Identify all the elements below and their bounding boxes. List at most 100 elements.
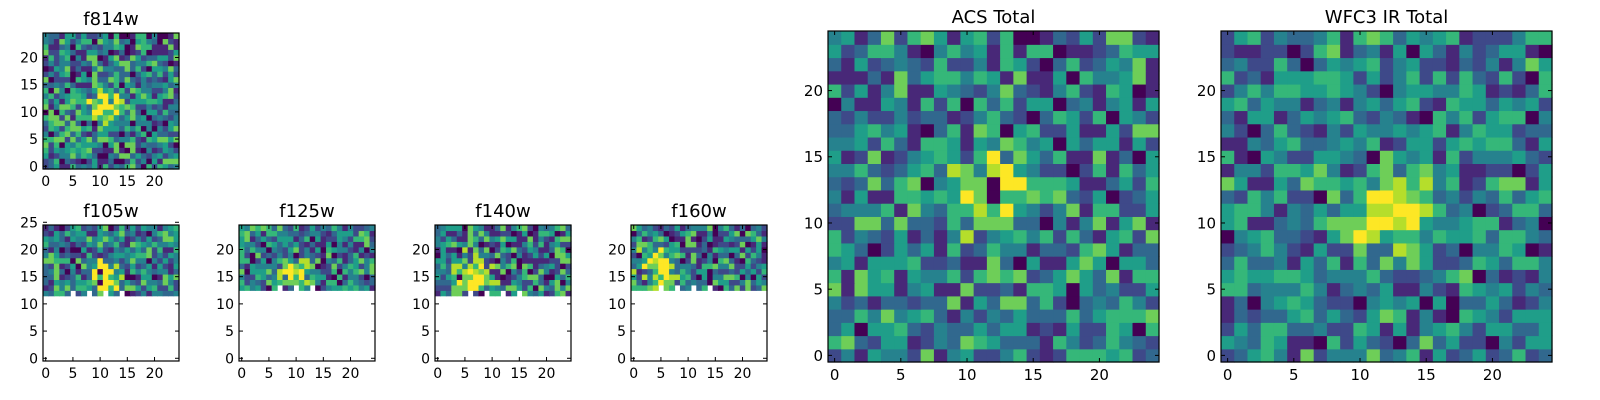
heatmap-cell xyxy=(1260,44,1275,59)
heatmap-cell xyxy=(168,54,175,61)
heatmap-cell xyxy=(53,114,60,121)
heatmap-cell xyxy=(647,273,654,280)
heatmap-cell xyxy=(1000,97,1014,112)
heatmap-cell xyxy=(1066,189,1081,204)
heatmap-cell xyxy=(43,279,50,286)
y-tick-label: 10 xyxy=(20,105,38,121)
heatmap-cell xyxy=(696,268,703,275)
heatmap-cell xyxy=(43,87,50,94)
heatmap-cell xyxy=(690,279,697,286)
heatmap-cell xyxy=(1287,203,1302,217)
heatmap-cell xyxy=(342,246,349,253)
heatmap-cell xyxy=(1353,44,1368,59)
heatmap-cell xyxy=(1132,242,1147,257)
heatmap-cell xyxy=(1512,348,1527,363)
heatmap-cell xyxy=(1446,136,1460,151)
heatmap-cell xyxy=(707,241,714,248)
heatmap-cell xyxy=(473,246,480,253)
heatmap-cell xyxy=(81,33,88,40)
heatmap-cell xyxy=(1472,97,1487,112)
heatmap-cell xyxy=(75,279,82,286)
heatmap-cell xyxy=(108,109,115,116)
heatmap-cell xyxy=(119,33,126,40)
heatmap-cell xyxy=(97,76,104,83)
heatmap-cell xyxy=(1353,110,1368,125)
heatmap-cell xyxy=(81,268,88,275)
heatmap-cell xyxy=(1053,57,1067,72)
heatmap-cell xyxy=(151,130,158,137)
heatmap-cell xyxy=(1287,229,1302,244)
heatmap-cell xyxy=(1499,57,1513,72)
heatmap-cell xyxy=(168,87,175,94)
heatmap-cell xyxy=(867,256,882,270)
heatmap-cell xyxy=(658,241,665,248)
heatmap-cell xyxy=(358,257,365,264)
heatmap-cell xyxy=(750,230,757,237)
heatmap-cell xyxy=(266,252,273,259)
x-tick-label: 5 xyxy=(1289,366,1299,384)
heatmap-cell xyxy=(1512,57,1527,72)
heatmap-cell xyxy=(1287,150,1302,164)
heatmap-cell xyxy=(124,147,131,154)
heatmap-cell xyxy=(947,282,961,297)
heatmap-cell xyxy=(933,163,948,178)
heatmap-cell xyxy=(59,257,66,264)
heatmap-cell xyxy=(1353,242,1368,257)
heatmap-cell xyxy=(494,284,501,291)
heatmap-cell xyxy=(157,103,164,110)
heatmap-cell xyxy=(364,241,371,248)
heatmap-cell xyxy=(947,269,961,284)
heatmap-cell xyxy=(1393,282,1407,297)
heatmap-cell xyxy=(549,230,556,237)
heatmap-cell xyxy=(315,273,322,280)
heatmap-cell xyxy=(135,130,142,137)
heatmap-cell xyxy=(271,284,278,291)
heatmap-cell xyxy=(157,241,164,248)
heatmap-cell xyxy=(331,241,338,248)
heatmap-cell xyxy=(173,279,180,286)
heatmap-cell xyxy=(1525,229,1540,244)
heatmap-cell xyxy=(86,130,93,137)
heatmap-cell xyxy=(1525,136,1540,151)
heatmap-cell xyxy=(119,65,126,72)
heatmap-cell xyxy=(527,290,534,297)
heatmap-cell xyxy=(1247,150,1262,164)
heatmap-cell xyxy=(102,60,109,67)
heatmap-cell xyxy=(1300,176,1315,191)
heatmap-cell xyxy=(135,43,142,50)
heatmap-cell xyxy=(1419,189,1434,204)
heatmap-cell xyxy=(828,348,842,363)
y-tick-label: 15 xyxy=(20,270,38,286)
heatmap-cell xyxy=(1039,70,1054,85)
heatmap-cell xyxy=(353,241,360,248)
heatmap-cell xyxy=(1393,295,1407,310)
heatmap-cell xyxy=(1000,282,1014,297)
y-tick-label: 15 xyxy=(1197,148,1216,166)
heatmap-cell xyxy=(173,268,180,275)
heatmap-cell xyxy=(745,246,752,253)
heatmap-cell xyxy=(119,273,126,280)
heatmap-cell xyxy=(1053,295,1067,310)
heatmap-cell xyxy=(113,263,120,270)
heatmap-cell xyxy=(151,268,158,275)
heatmap-cell xyxy=(1340,216,1354,231)
heatmap-cell xyxy=(1079,189,1094,204)
heatmap-cell xyxy=(554,290,561,297)
heatmap-cell xyxy=(756,225,763,232)
heatmap-cell xyxy=(435,235,442,242)
heatmap-cell xyxy=(320,235,327,242)
heatmap-cell xyxy=(1379,269,1394,284)
heatmap-cell xyxy=(86,225,93,232)
heatmap-cell xyxy=(108,252,115,259)
heatmap-cell xyxy=(1013,295,1028,310)
heatmap-cell xyxy=(59,279,66,286)
heatmap-cell xyxy=(933,348,948,363)
heatmap-cell xyxy=(326,257,333,264)
heatmap-cell xyxy=(168,163,175,170)
x-tick-label: 5 xyxy=(68,174,77,190)
heatmap-cell xyxy=(326,273,333,280)
heatmap-cell xyxy=(1340,229,1354,244)
heatmap-cell xyxy=(1472,216,1487,231)
heatmap-cell xyxy=(685,268,692,275)
heatmap-cell xyxy=(320,263,327,270)
